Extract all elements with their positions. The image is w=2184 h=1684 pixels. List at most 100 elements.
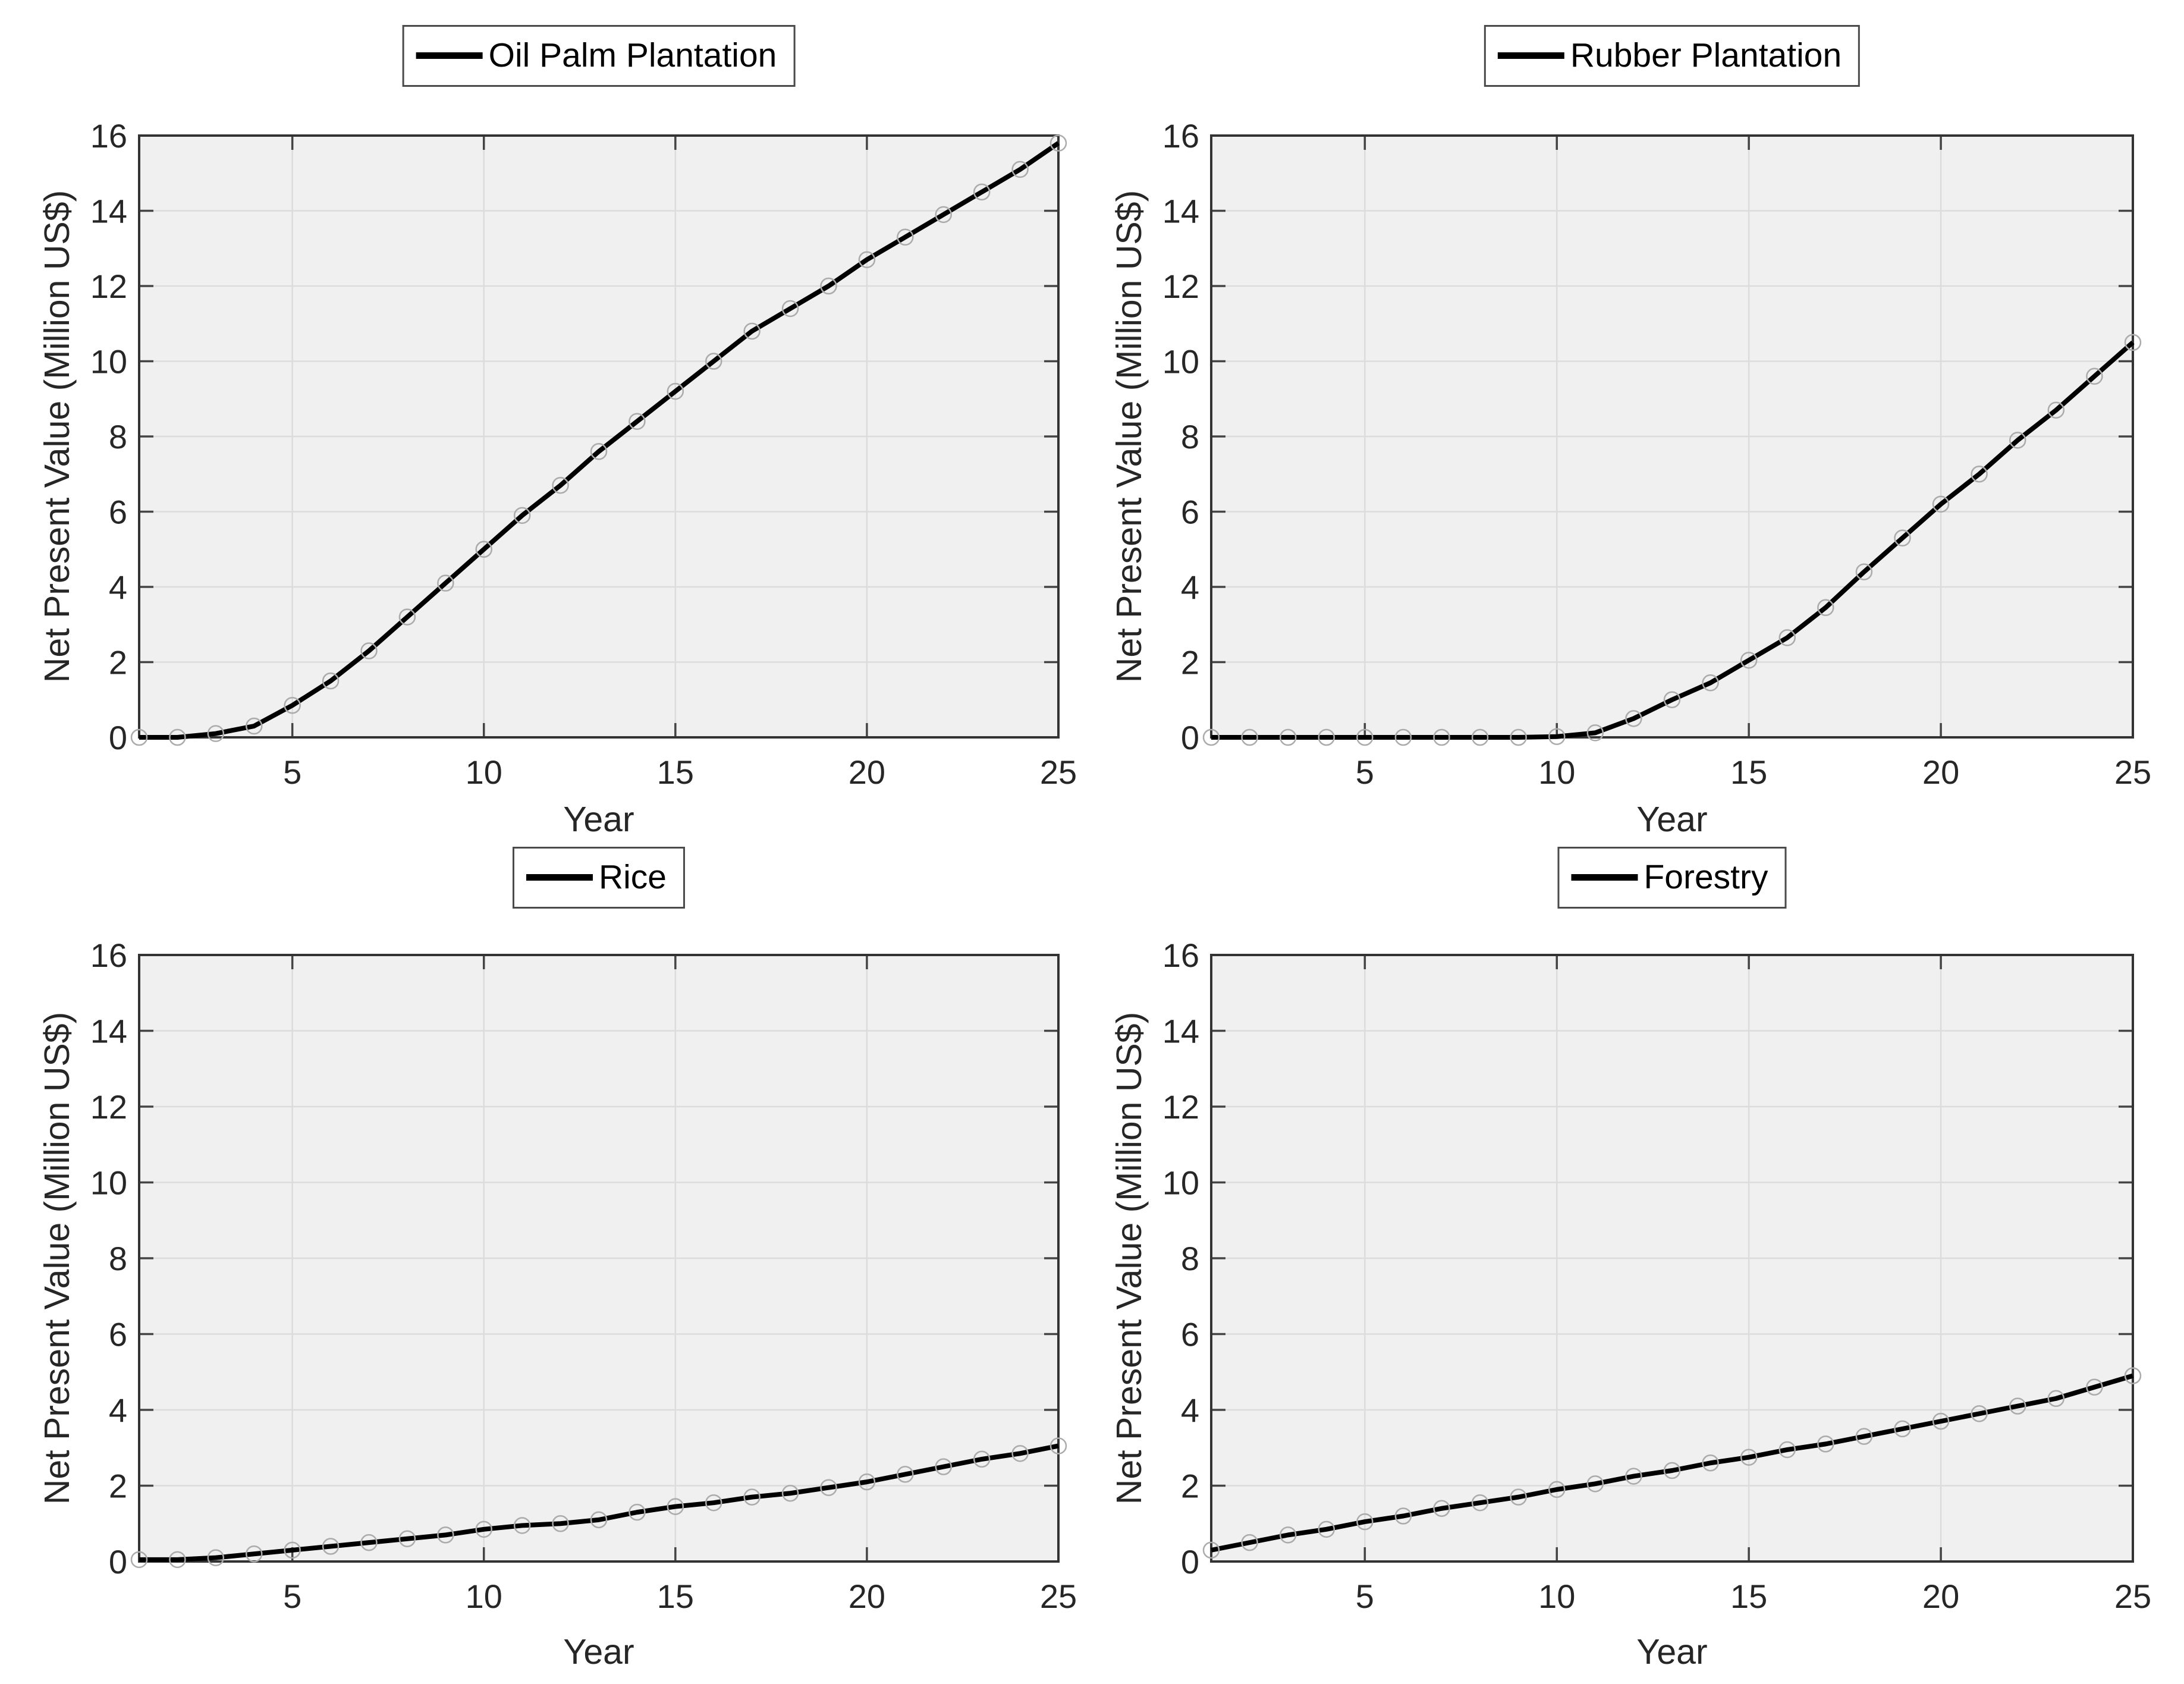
y-tick-label: 16 — [1162, 117, 1199, 155]
data-point-marker — [705, 1494, 722, 1512]
data-point-marker — [1894, 1420, 1911, 1438]
data-point-marker — [1011, 161, 1029, 178]
y-tick-label: 8 — [1181, 1240, 1199, 1277]
x-tick-label: 25 — [1040, 753, 1077, 791]
legend-label: Rubber Plantation — [1570, 36, 1842, 74]
y-tick-label: 10 — [90, 343, 127, 381]
x-tick-label: 15 — [1730, 753, 1767, 791]
data-point-marker — [858, 1473, 876, 1491]
data-point-marker — [437, 1526, 454, 1544]
data-point-marker — [935, 206, 952, 224]
y-axis-label: Net Present Value (Million US$) — [1110, 190, 1149, 683]
y-tick-label: 12 — [90, 1088, 127, 1126]
data-point-marker — [820, 277, 837, 295]
data-point-marker — [667, 382, 684, 400]
y-tick-label: 14 — [90, 1013, 127, 1050]
x-tick-label: 25 — [1040, 1578, 1077, 1615]
x-tick-label: 10 — [1538, 1578, 1575, 1615]
data-point-marker — [398, 1530, 416, 1547]
data-point-marker — [781, 300, 799, 318]
data-point-marker — [1548, 728, 1566, 745]
data-point-marker — [1894, 529, 1911, 547]
x-tick-label: 20 — [1922, 1578, 1959, 1615]
data-point-marker — [2009, 1397, 2026, 1415]
legend-line-sample — [1497, 52, 1564, 59]
data-point-marker — [322, 1538, 340, 1555]
data-point-marker — [590, 1511, 608, 1529]
data-point-marker — [130, 1551, 148, 1569]
y-tick-label: 6 — [1181, 1316, 1199, 1353]
data-point-marker — [1663, 691, 1681, 708]
axes-border — [138, 134, 1060, 739]
data-point-marker — [513, 1517, 531, 1534]
data-point-marker — [743, 322, 761, 340]
data-point-marker — [973, 1450, 991, 1468]
legend-line-sample — [1571, 874, 1638, 881]
legend-line-sample — [416, 52, 483, 59]
y-tick-label: 6 — [1181, 494, 1199, 531]
axes-border — [1210, 954, 2134, 1563]
data-point-marker — [437, 574, 454, 592]
data-point-marker — [897, 1466, 914, 1483]
data-point-marker — [629, 413, 646, 430]
plot-rubber: 5 10 15 20 25 0 2 4 6 8 10 12 14 16 — [1162, 117, 2151, 791]
data-point-marker — [1318, 728, 1335, 746]
y-axis-label: Net Present Value (Million US$) — [37, 190, 77, 683]
data-point-marker — [246, 717, 263, 735]
legend-rubber: Rubber Plantation — [1484, 25, 1861, 87]
y-tick-label: 10 — [90, 1164, 127, 1202]
legend-rice: Rice — [512, 847, 686, 909]
data-point-marker — [820, 1479, 837, 1496]
data-point-marker — [1702, 1454, 1719, 1472]
data-point-marker — [667, 1498, 684, 1515]
data-point-marker — [246, 1545, 263, 1563]
plot-rice: 5 10 15 20 25 0 2 4 6 8 10 12 14 16 — [90, 937, 1077, 1615]
x-tick-label: 15 — [1730, 1578, 1767, 1615]
data-point-marker — [1394, 1507, 1412, 1525]
data-point-marker — [781, 1485, 799, 1502]
y-tick-label: 12 — [1162, 1088, 1199, 1126]
legend-line-sample — [526, 874, 593, 881]
data-line — [139, 1443, 1059, 1562]
data-point-marker — [1279, 1526, 1297, 1544]
data-line — [139, 141, 1060, 740]
x-tick-label: 5 — [1356, 1578, 1374, 1615]
data-point-marker — [1702, 674, 1719, 692]
data-point-marker — [1394, 728, 1412, 746]
data-point-marker — [1241, 1534, 1258, 1551]
data-point-marker — [398, 608, 416, 626]
data-point-marker — [1011, 1445, 1029, 1462]
data-point-marker — [1778, 629, 1796, 646]
data-point-marker — [1049, 134, 1067, 152]
legend-label: Forestry — [1644, 858, 1768, 896]
data-point-marker — [1778, 1441, 1796, 1459]
x-axis-label: Year — [1636, 800, 1708, 839]
data-point-marker — [360, 1534, 378, 1551]
y-axis-label: Net Present Value (Million US$) — [37, 1011, 77, 1505]
data-point-marker — [1433, 728, 1450, 746]
data-point-marker — [552, 476, 569, 494]
data-point-marker — [2047, 1390, 2065, 1407]
data-point-marker — [130, 728, 148, 746]
y-tick-label: 0 — [1181, 1543, 1199, 1581]
axes-border — [138, 954, 1060, 1563]
x-tick-label: 10 — [466, 1578, 502, 1615]
data-point-marker — [2009, 432, 2026, 449]
y-tick-label: 12 — [1162, 268, 1199, 305]
y-tick-label: 10 — [1162, 1164, 1199, 1202]
plot-forestry: 5 10 15 20 25 0 2 4 6 8 10 12 14 16 — [1162, 937, 2151, 1615]
y-tick-label: 2 — [109, 644, 127, 681]
x-tick-label: 10 — [1538, 753, 1575, 791]
data-point-marker — [1510, 728, 1527, 746]
data-point-marker — [1855, 563, 1873, 580]
data-point-marker — [1817, 1435, 1834, 1453]
x-tick-label: 5 — [1356, 753, 1374, 791]
data-point-marker — [1202, 1541, 1220, 1559]
data-point-marker — [590, 443, 608, 460]
data-point-marker — [2086, 1378, 2103, 1396]
y-tick-label: 8 — [109, 418, 127, 455]
data-point-marker — [2124, 334, 2142, 351]
data-point-marker — [1202, 728, 1220, 746]
data-point-marker — [322, 672, 340, 690]
legend-forestry: Forestry — [1557, 847, 1787, 909]
